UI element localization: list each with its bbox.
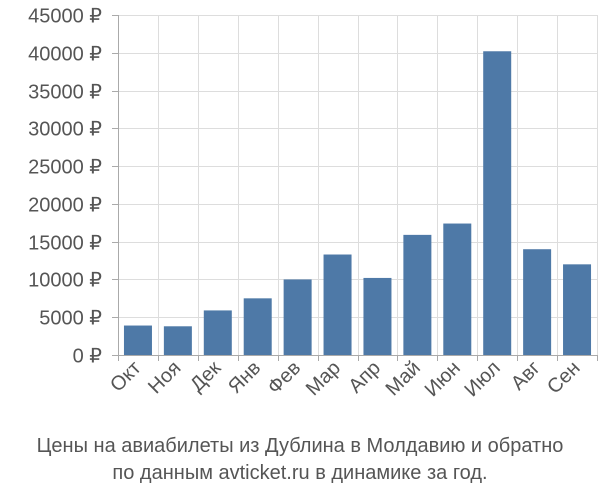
bar-12 (563, 264, 592, 355)
x-tick-label: Апр (344, 357, 385, 398)
price-bar-chart: 0 ₽ 5000 ₽ 10000 ₽ 15000 ₽ 20000 ₽ 25000 ₽ 300… (28, 6, 598, 401)
bar-9 (443, 223, 472, 355)
x-tick-label: Мар (302, 357, 345, 400)
bar-10 (483, 51, 512, 356)
y-tick-label: 35000 ₽ (28, 82, 102, 104)
x-tick-label: Июн (421, 357, 465, 401)
y-tick-label: 45000 ₽ (28, 6, 102, 28)
x-tick-label: Июл (460, 357, 504, 401)
x-tick-label: Янв (224, 357, 265, 398)
bar-2 (163, 326, 192, 355)
bar-8 (403, 234, 432, 355)
y-axis-labels: 0 ₽ 5000 ₽ 10000 ₽ 15000 ₽ 20000 ₽ 25000 ₽ 300… (28, 6, 102, 368)
x-tick-label: Дек (186, 357, 225, 396)
chart-caption-line-2: по данным avticket.ru в динамике за год. (112, 462, 488, 484)
bar-3 (203, 310, 232, 355)
x-tick-label: Май (382, 357, 425, 400)
bar-7 (363, 277, 392, 355)
bar-1 (123, 325, 152, 355)
y-tick-label: 0 ₽ (73, 346, 103, 368)
y-tick-label: 30000 ₽ (28, 119, 102, 141)
chart-axes (112, 15, 598, 361)
bar-5 (283, 279, 312, 355)
y-tick-label: 15000 ₽ (28, 233, 102, 255)
y-tick-label: 10000 ₽ (28, 270, 102, 292)
chart-caption-line-1: Цены на авиабилеты из Дублина в Молдавию… (36, 435, 564, 457)
x-tick-label: Авг (507, 357, 545, 395)
y-tick-label: 20000 ₽ (28, 195, 102, 217)
y-tick-label: 25000 ₽ (28, 157, 102, 179)
bar-6 (323, 254, 352, 355)
chart-bars (123, 51, 592, 356)
bar-4 (243, 298, 272, 355)
y-tick-label: 40000 ₽ (28, 44, 102, 66)
x-tick-label: Фев (263, 357, 305, 399)
bar-11 (523, 249, 552, 355)
x-tick-label: Сен (543, 357, 584, 398)
x-tick-label: Ноя (144, 357, 185, 398)
x-tick-label: Окт (106, 357, 145, 396)
y-tick-label: 5000 ₽ (39, 308, 102, 330)
